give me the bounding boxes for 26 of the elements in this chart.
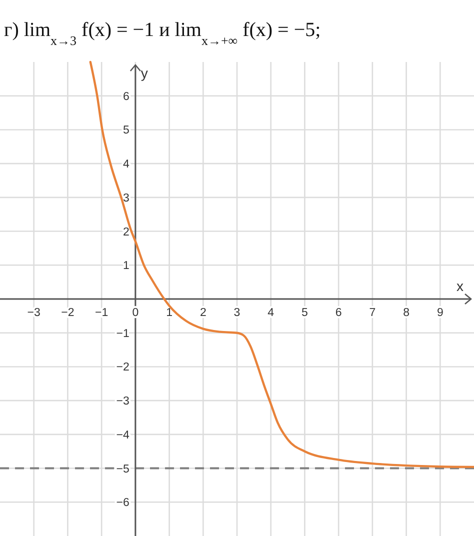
y-tick-label: 5 <box>123 124 130 137</box>
y-tick-label: −1 <box>116 328 130 340</box>
chart-title: г) lim$_{x→3}$ f(x) = −1 и lim$_{x→+∞}$ f(x) = −5; <box>4 19 321 48</box>
x-tick-label: 3 <box>234 307 240 319</box>
x-tick-label: 7 <box>369 307 376 319</box>
x-tick-label: 6 <box>335 307 342 319</box>
y-axis-title: y <box>140 65 148 81</box>
x-axis-title: x <box>456 278 464 294</box>
x-tick-label: 4 <box>268 307 275 319</box>
x-tick-label: 1 <box>166 307 172 319</box>
x-tick-label: −1 <box>95 307 108 319</box>
x-tick-label: 5 <box>302 307 308 319</box>
y-tick-label: −4 <box>116 429 130 442</box>
y-tick-label: 6 <box>123 90 130 103</box>
y-tick-label: 3 <box>123 192 130 204</box>
y-tick-label: 1 <box>123 260 130 272</box>
x-tick-label: 8 <box>403 307 410 319</box>
y-tick-label: −3 <box>116 396 130 408</box>
y-tick-label: −2 <box>116 362 130 374</box>
y-tick-label: 2 <box>123 226 130 238</box>
x-tick-label: −2 <box>61 307 74 319</box>
x-tick-label: 2 <box>200 307 206 319</box>
y-tick-label: −6 <box>116 497 130 510</box>
x-tick-label: 9 <box>436 307 444 319</box>
x-tick-label: −3 <box>27 307 40 319</box>
y-tick-label: 4 <box>123 158 130 171</box>
